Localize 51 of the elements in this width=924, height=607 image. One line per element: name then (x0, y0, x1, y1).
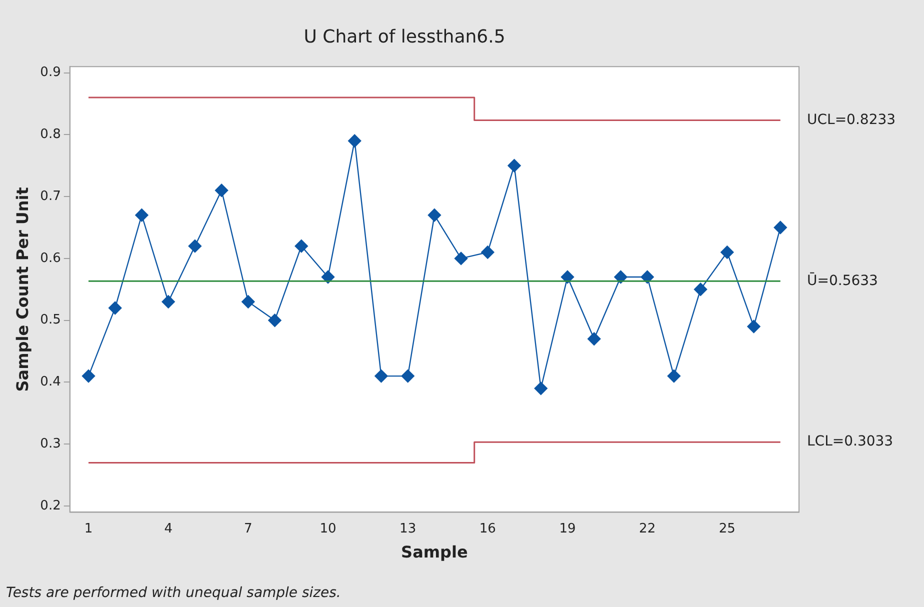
point (560, 270, 574, 284)
x-tick-label: 7 (244, 521, 252, 536)
x-tick-label: 16 (479, 521, 496, 536)
point (774, 220, 787, 234)
point (640, 270, 654, 284)
series-label: LCL=0.3033 (807, 434, 894, 450)
point (374, 369, 388, 383)
point (268, 314, 282, 327)
point (481, 246, 494, 259)
point (242, 295, 255, 308)
point (401, 369, 414, 383)
ref-line-label: Ū=0.5633 (807, 272, 878, 289)
point (454, 252, 468, 266)
point (162, 295, 175, 308)
x-tick-label: 1 (84, 521, 93, 536)
point (321, 270, 335, 284)
series-label: UCL=0.8233 (807, 112, 896, 128)
y-tick-label: 0.4 (40, 374, 61, 390)
x-tick-label: 10 (320, 521, 336, 536)
point (508, 159, 521, 172)
y-tick-label: 0.6 (40, 250, 61, 266)
point (188, 239, 202, 253)
y-axis-title: Sample Count Per Unit (12, 186, 32, 392)
point (534, 382, 548, 396)
y-tick-label: 0.7 (40, 188, 61, 204)
point (614, 270, 628, 284)
point (694, 282, 708, 296)
y-tick-label: 0.9 (40, 65, 61, 80)
point (294, 239, 308, 253)
x-tick-label: 13 (400, 521, 416, 536)
y-tick-label: 0.3 (40, 436, 61, 452)
point (82, 369, 96, 383)
point (428, 208, 442, 222)
x-tick-label: 25 (718, 521, 736, 536)
point (108, 301, 122, 315)
point (720, 246, 734, 259)
x-tick-label: 19 (559, 521, 576, 536)
x-tick-label: 4 (164, 521, 172, 536)
point (588, 332, 601, 346)
point (348, 134, 362, 148)
point (214, 184, 228, 197)
chart-title: U Chart of lessthan6.5 (304, 26, 506, 48)
point (135, 208, 148, 222)
point (667, 369, 681, 383)
x-axis-title: Sample (401, 542, 468, 562)
text: Tests are performed with unequal sample sizes. (6, 585, 341, 601)
x-tick-label: 22 (639, 521, 656, 536)
y-tick-label: 0.8 (40, 127, 61, 142)
point (747, 320, 760, 334)
y-tick-label: 0.5 (40, 312, 61, 328)
y-tick-label: 0.2 (40, 498, 61, 514)
